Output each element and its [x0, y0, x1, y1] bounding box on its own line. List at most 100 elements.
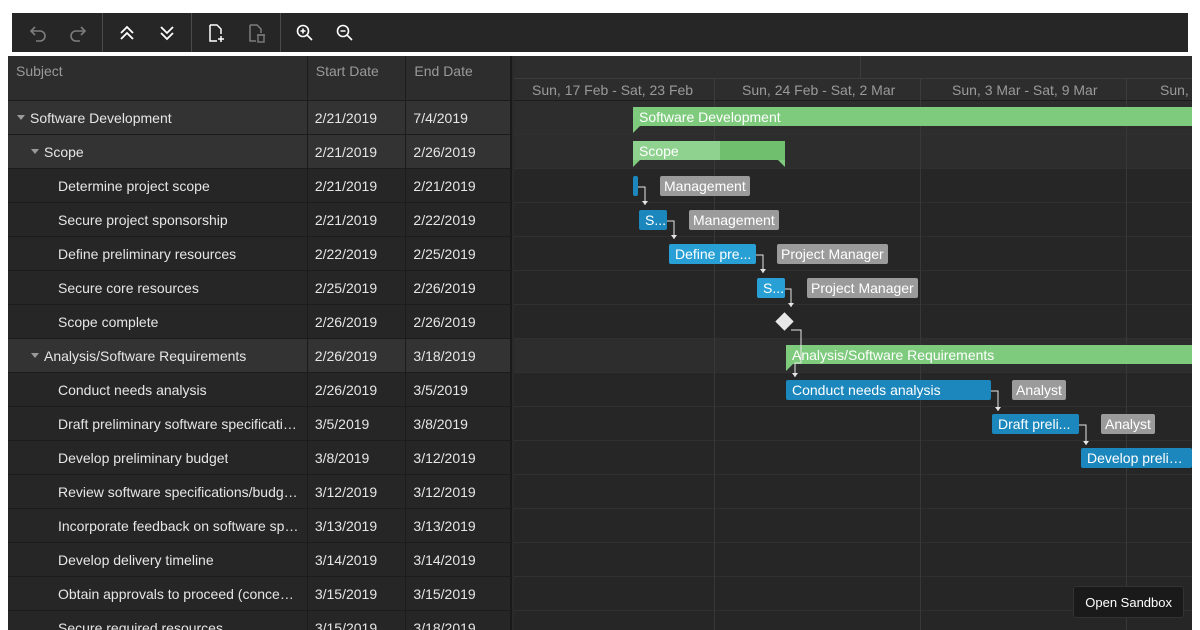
- cell-end-date[interactable]: 2/26/2019: [413, 279, 476, 296]
- task-row[interactable]: Conduct needs analysis 2/26/2019 3/5/2019: [8, 373, 510, 407]
- task-row[interactable]: Incorporate feedback on software spe... 3…: [8, 509, 510, 543]
- cell-subject[interactable]: Review software specifications/budget...: [8, 475, 308, 508]
- task-bar[interactable]: Draft preli...: [992, 414, 1079, 434]
- summary-bar-left-tip: [786, 364, 793, 371]
- task-row[interactable]: Scope 2/21/2019 2/26/2019: [8, 135, 510, 169]
- cell-start-date[interactable]: 2/22/2019: [308, 237, 407, 270]
- task-row[interactable]: Review software specifications/budget...…: [8, 475, 510, 509]
- cell-subject[interactable]: Draft preliminary software specification…: [8, 407, 308, 440]
- column-header-start-date[interactable]: Start Date: [308, 56, 407, 100]
- task-row[interactable]: Software Development 2/21/2019 7/4/2019: [8, 101, 510, 135]
- week-divider: [714, 79, 715, 101]
- cell-end-date[interactable]: 3/14/2019: [413, 551, 476, 568]
- task-bar[interactable]: S...: [639, 210, 667, 230]
- open-sandbox-button[interactable]: Open Sandbox: [1073, 586, 1184, 618]
- caret-down-icon[interactable]: [30, 351, 40, 361]
- summary-bar[interactable]: Analysis/Software Requirements: [786, 345, 1192, 364]
- task-row[interactable]: Draft preliminary software specification…: [8, 407, 510, 441]
- cell-end-date[interactable]: 3/15/2019: [413, 585, 476, 602]
- caret-down-icon[interactable]: [30, 147, 40, 157]
- cell-subject[interactable]: Develop preliminary budget: [8, 441, 308, 474]
- timeline-row: [514, 169, 1192, 203]
- summary-bar[interactable]: Software Development: [633, 107, 1192, 126]
- summary-bar[interactable]: Scope: [633, 141, 785, 160]
- caret-down-icon[interactable]: [16, 113, 26, 123]
- task-bar[interactable]: Develop prelim...: [1081, 448, 1192, 468]
- cell-subject[interactable]: Scope complete: [8, 305, 308, 338]
- cell-end-date[interactable]: 3/18/2019: [413, 347, 476, 364]
- cell-start-date[interactable]: 3/14/2019: [308, 543, 407, 576]
- cell-end-date[interactable]: 3/12/2019: [413, 483, 476, 500]
- cell-subject[interactable]: Scope: [8, 135, 308, 168]
- cell-subject[interactable]: Secure project sponsorship: [8, 203, 308, 236]
- cell-subject[interactable]: Secure required resources: [8, 611, 308, 630]
- cell-start-date[interactable]: 2/25/2019: [308, 271, 407, 304]
- cell-start-date[interactable]: 3/8/2019: [308, 441, 407, 474]
- task-row[interactable]: Secure project sponsorship 2/21/2019 2/22/…: [8, 203, 510, 237]
- zoom-group: [281, 13, 369, 52]
- expand-all-button[interactable]: [147, 16, 187, 50]
- cell-end-date[interactable]: 3/12/2019: [413, 449, 476, 466]
- cell-end-date[interactable]: 3/18/2019: [413, 619, 476, 630]
- cell-start-date[interactable]: 2/21/2019: [308, 135, 407, 168]
- redo-button[interactable]: [58, 16, 98, 50]
- cell-subject[interactable]: Determine project scope: [8, 169, 308, 202]
- task-bar[interactable]: Define pre...: [669, 244, 756, 264]
- task-row[interactable]: Define preliminary resources 2/22/2019 2/2…: [8, 237, 510, 271]
- task-row[interactable]: Determine project scope 2/21/2019 2/21/201…: [8, 169, 510, 203]
- add-task-button[interactable]: [196, 16, 236, 50]
- column-header-subject[interactable]: Subject: [8, 56, 308, 100]
- grid-rows: Software Development 2/21/2019 7/4/2019 Sco…: [8, 101, 510, 630]
- task-row[interactable]: Develop preliminary budget 3/8/2019 3/12/2…: [8, 441, 510, 475]
- task-subject: Conduct needs analysis: [58, 381, 207, 398]
- task-subject: Develop delivery timeline: [58, 551, 214, 568]
- cell-subject[interactable]: Secure core resources: [8, 271, 308, 304]
- cell-end-date[interactable]: 2/26/2019: [413, 143, 476, 160]
- cell-start-date[interactable]: 2/21/2019: [308, 203, 407, 236]
- task-bar[interactable]: Conduct needs analysis: [786, 380, 991, 400]
- cell-end-date[interactable]: 7/4/2019: [413, 109, 468, 126]
- cell-start-date[interactable]: 3/12/2019: [308, 475, 407, 508]
- task-row[interactable]: Secure core resources 2/25/2019 2/26/2019: [8, 271, 510, 305]
- cell-subject[interactable]: Analysis/Software Requirements: [8, 339, 308, 372]
- task-subject: Analysis/Software Requirements: [44, 347, 247, 364]
- cell-subject[interactable]: Develop delivery timeline: [8, 543, 308, 576]
- task-row[interactable]: Develop delivery timeline 3/14/2019 3/14/2…: [8, 543, 510, 577]
- task-row[interactable]: Scope complete 2/26/2019 2/26/2019: [8, 305, 510, 339]
- cell-start-date[interactable]: 3/13/2019: [308, 509, 407, 542]
- cell-subject[interactable]: Software Development: [8, 101, 308, 134]
- cell-end-date[interactable]: 2/26/2019: [413, 313, 476, 330]
- cell-end-date[interactable]: 3/8/2019: [413, 415, 468, 432]
- zoom-in-button[interactable]: [285, 16, 325, 50]
- cell-subject[interactable]: Conduct needs analysis: [8, 373, 308, 406]
- cell-start-date[interactable]: 2/26/2019: [308, 373, 407, 406]
- cell-end-date[interactable]: 2/21/2019: [413, 177, 476, 194]
- cell-end-date[interactable]: 3/5/2019: [413, 381, 468, 398]
- zoom-out-button[interactable]: [325, 16, 365, 50]
- task-bar[interactable]: S...: [757, 278, 785, 298]
- undo-button[interactable]: [18, 16, 58, 50]
- cell-start-date[interactable]: 2/21/2019: [308, 169, 407, 202]
- cell-end-date[interactable]: 2/25/2019: [413, 245, 476, 262]
- cell-end-date[interactable]: 2/22/2019: [413, 211, 476, 228]
- cell-start-date[interactable]: 3/5/2019: [308, 407, 407, 440]
- cell-start-date[interactable]: 2/26/2019: [308, 305, 407, 338]
- cell-start-date[interactable]: 2/26/2019: [308, 339, 407, 372]
- task-row[interactable]: Secure required resources 3/15/2019 3/18/2…: [8, 611, 510, 630]
- zoom-in-icon: [296, 24, 313, 41]
- cell-subject[interactable]: Obtain approvals to proceed (concept,...: [8, 577, 308, 610]
- delete-task-button[interactable]: [236, 16, 276, 50]
- task-grid: Subject Start Date End Date Software Dev…: [8, 56, 512, 630]
- cell-start-date[interactable]: 3/15/2019: [308, 577, 407, 610]
- cell-subject[interactable]: Define preliminary resources: [8, 237, 308, 270]
- cell-subject[interactable]: Incorporate feedback on software spe...: [8, 509, 308, 542]
- column-header-end-date[interactable]: End Date: [414, 63, 473, 79]
- cell-start-date[interactable]: 3/15/2019: [308, 611, 407, 630]
- cell-end-date[interactable]: 3/13/2019: [413, 517, 476, 534]
- week-divider: [920, 79, 921, 101]
- cell-start-date[interactable]: 2/21/2019: [308, 101, 407, 134]
- task-bar[interactable]: [633, 176, 638, 196]
- task-row[interactable]: Obtain approvals to proceed (concept,...…: [8, 577, 510, 611]
- collapse-all-button[interactable]: [107, 16, 147, 50]
- task-row[interactable]: Analysis/Software Requirements 2/26/2019 3…: [8, 339, 510, 373]
